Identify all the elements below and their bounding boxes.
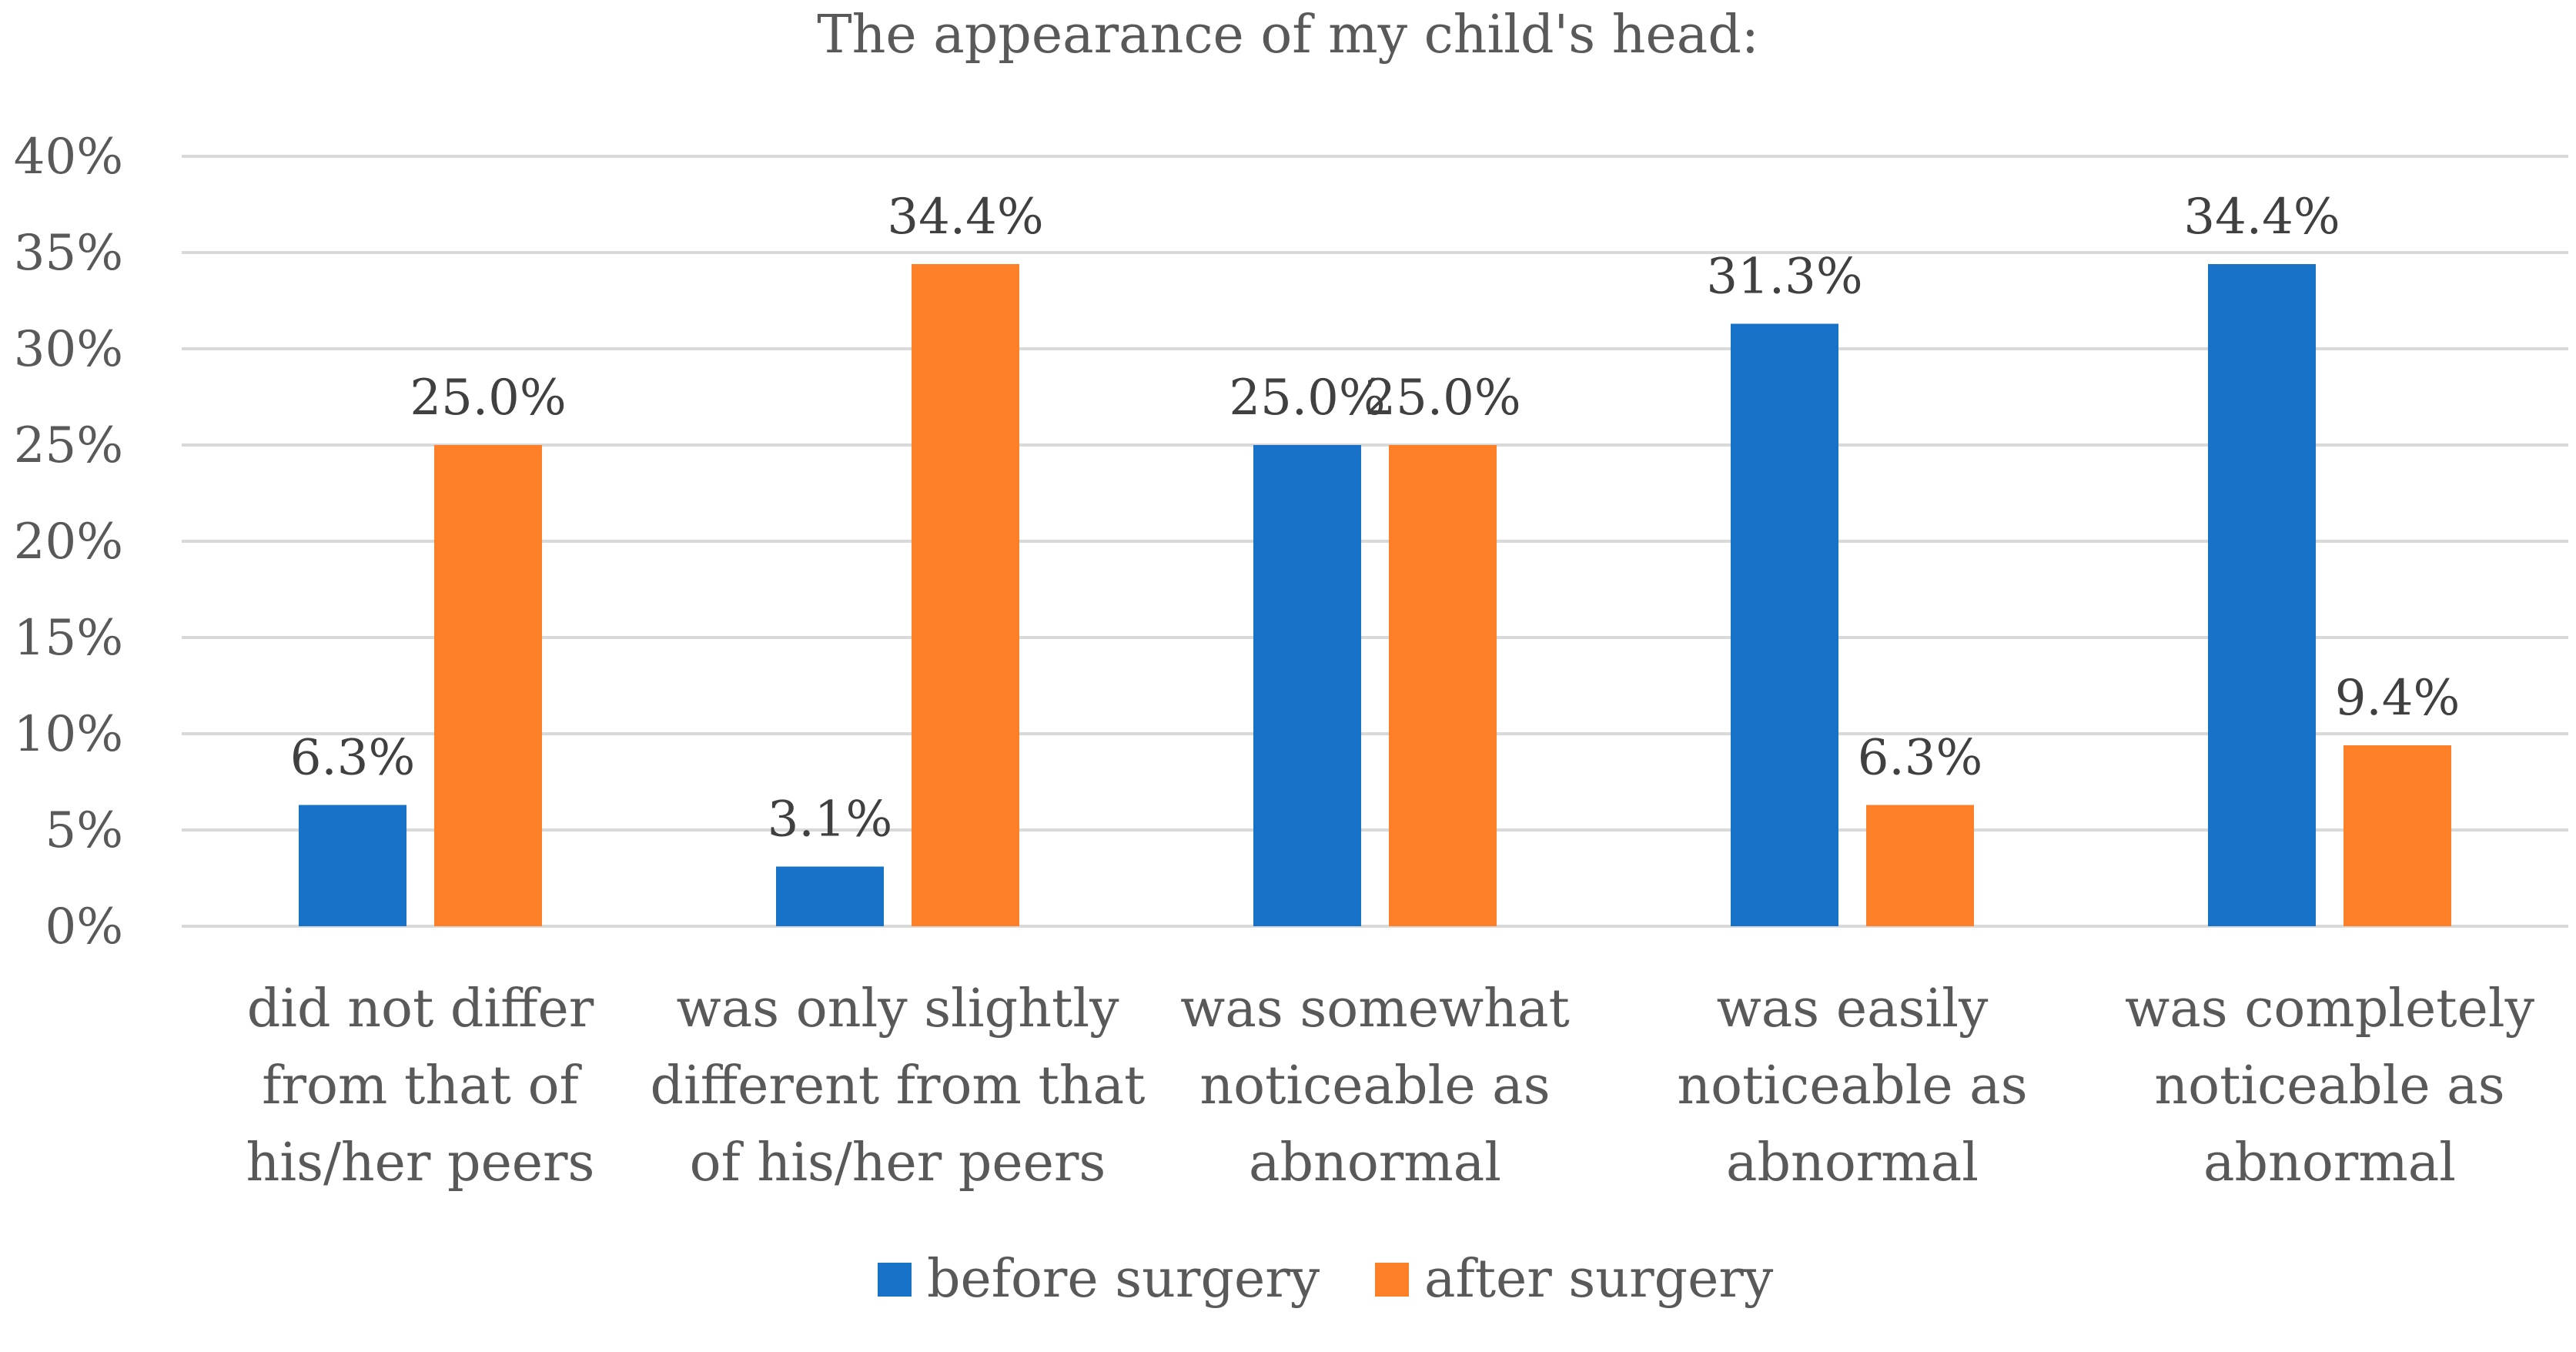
data-label: 3.1% bbox=[768, 791, 893, 848]
chart-title: The appearance of my child's head: bbox=[817, 5, 1759, 65]
y-tick-label: 20% bbox=[14, 514, 123, 571]
bar-before-surgery bbox=[776, 866, 884, 926]
legend-label: before surgery bbox=[927, 1249, 1320, 1310]
y-axis-ticks: 0% 5% 10% 15% 20% 25% 30% 35% 40% bbox=[14, 129, 123, 955]
category-label: did not differ from that of his/her peers bbox=[246, 979, 595, 1193]
data-label: 6.3% bbox=[290, 730, 416, 787]
legend-label: after surgery bbox=[1424, 1249, 1774, 1310]
x-axis-categories: did not differ from that of his/her peers w… bbox=[246, 979, 2535, 1193]
data-label: 34.4% bbox=[2183, 189, 2340, 246]
data-label: 25.0% bbox=[1364, 370, 1521, 427]
y-tick-label: 40% bbox=[14, 129, 123, 186]
bar-before-surgery bbox=[1253, 445, 1361, 926]
legend-swatch bbox=[1375, 1263, 1409, 1297]
data-label: 9.4% bbox=[2335, 670, 2461, 727]
data-labels: 6.3% 3.1% 25.0% 31.3% 34.4% 25.0% 34.4% 25.0% 6.… bbox=[290, 189, 2461, 848]
bar-after-surgery bbox=[434, 445, 542, 926]
data-label: 6.3% bbox=[1858, 730, 1983, 787]
grid-group bbox=[182, 155, 2568, 928]
y-tick-label: 5% bbox=[45, 802, 123, 859]
bar-after-surgery bbox=[1389, 445, 1497, 926]
y-tick-label: 25% bbox=[14, 417, 123, 474]
legend-swatch bbox=[878, 1263, 912, 1297]
y-tick-label: 0% bbox=[45, 899, 123, 955]
category-label: was only slightly different from that of h… bbox=[650, 979, 1145, 1193]
data-label: 25.0% bbox=[410, 370, 566, 427]
data-label: 31.3% bbox=[1706, 249, 1862, 306]
data-label: 25.0% bbox=[1229, 370, 1385, 427]
bar-before-surgery bbox=[299, 805, 406, 926]
y-tick-label: 10% bbox=[14, 706, 123, 763]
category-label: was completely noticeable as abnormal bbox=[2125, 979, 2535, 1193]
bar-after-surgery bbox=[912, 264, 1019, 926]
data-label: 34.4% bbox=[887, 189, 1043, 246]
y-tick-label: 30% bbox=[14, 321, 123, 378]
bar-before-surgery bbox=[2208, 264, 2316, 926]
bars bbox=[299, 264, 2451, 926]
category-label: was somewhat noticeable as abnormal bbox=[1180, 979, 1570, 1193]
y-tick-label: 15% bbox=[14, 610, 123, 667]
bar-after-surgery bbox=[1866, 805, 1974, 926]
y-tick-label: 35% bbox=[14, 225, 123, 282]
bar-before-surgery bbox=[1731, 323, 1838, 926]
category-label: was easily noticeable as abnormal bbox=[1677, 979, 2027, 1193]
legend: before surgery after surgery bbox=[878, 1249, 1774, 1310]
bar-after-surgery bbox=[2343, 745, 2451, 926]
